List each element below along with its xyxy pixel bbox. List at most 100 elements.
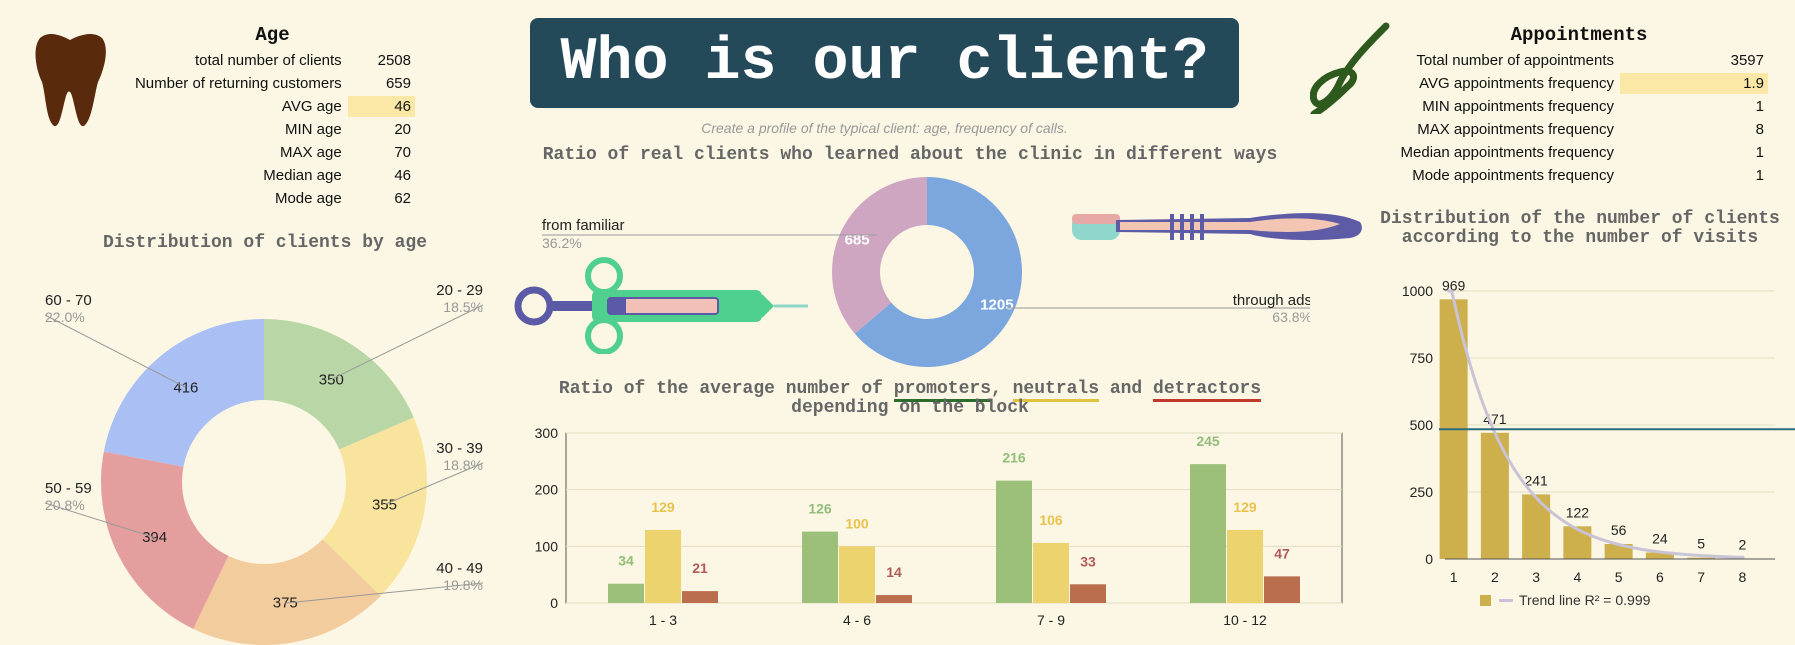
nps-bar: [1264, 576, 1300, 603]
age-stat-row: Number of returning customers 659: [130, 72, 415, 95]
appointment-stat-row: Median appointments frequency 1: [1390, 141, 1768, 164]
age-slice: [103, 319, 264, 467]
age-slice-value: 375: [273, 595, 298, 612]
age-stat-label: Mode age: [274, 190, 342, 207]
nps-bar: [802, 531, 838, 603]
appointment-stat-value: 1: [1755, 167, 1764, 184]
nps-bar: [1033, 542, 1069, 603]
appointment-stat-value: 3597: [1730, 52, 1764, 69]
visits-bar-label: 24: [1652, 531, 1668, 547]
age-stats: Age total number of clients 2508 Number of…: [130, 24, 415, 210]
nps-bar: [996, 480, 1032, 603]
source-slice-percent: 63.8%: [1272, 309, 1310, 325]
age-slice-value: 350: [319, 372, 344, 389]
floss-icon: [1310, 22, 1390, 114]
age-stat-label: Number of returning customers: [134, 75, 342, 92]
age-slice-label: 50 - 59: [45, 480, 92, 497]
visits-x-tick: 3: [1532, 569, 1540, 585]
appointment-stat-label: Mode appointments frequency: [1412, 167, 1614, 184]
nps-x-tick: 1 - 3: [649, 612, 677, 628]
age-slice-percent: 22.0%: [45, 309, 85, 325]
age-stats-title: Age: [255, 24, 290, 46]
source-slice-label: through ads: [1233, 292, 1310, 309]
appointment-stat-row: MIN appointments frequency 1: [1390, 95, 1768, 118]
visits-x-tick: 6: [1656, 569, 1664, 585]
page-title: Who is our client?: [530, 18, 1239, 108]
nps-title-part: depending on the block: [791, 398, 1029, 418]
age-leader-line: [331, 304, 484, 380]
age-slice: [322, 417, 427, 596]
age-slice-label: 20 - 29: [436, 282, 483, 299]
nps-bar: [1190, 464, 1226, 603]
visits-bar: [1522, 494, 1551, 559]
nps-bar: [876, 595, 912, 603]
visits-legend: Trend line R² = 0.999: [1480, 592, 1650, 608]
appointment-stat-value: 1: [1755, 144, 1764, 161]
source-slice-value: 685: [845, 232, 870, 249]
source-slice: [854, 177, 1022, 367]
legend-swatch-bars: [1480, 594, 1491, 606]
source-slice-value: 1205: [980, 296, 1013, 313]
nps-bar-label: 14: [886, 564, 902, 580]
visits-x-tick: 1: [1450, 569, 1458, 585]
visits-x-tick: 2: [1491, 569, 1499, 585]
age-slice-value: 355: [372, 496, 397, 513]
nps-x-tick: 7 - 9: [1037, 612, 1065, 628]
age-stat-value: 70: [394, 144, 411, 161]
age-slice-percent: 19.8%: [443, 577, 483, 593]
age-stat-row: AVG age 46: [130, 95, 415, 118]
appointment-stat-label: AVG appointments frequency: [1419, 75, 1614, 92]
nps-y-tick: 200: [535, 482, 559, 498]
age-slice-label: 40 - 49: [436, 560, 483, 577]
toothbrush-icon: [1072, 213, 1362, 241]
source-slice-label: from familiar: [542, 217, 625, 234]
source-slice: [832, 177, 927, 334]
nps-title-part: ,: [991, 379, 1013, 399]
nps-title-part: and: [1099, 379, 1154, 399]
appointment-stat-label: Total number of appointments: [1416, 52, 1614, 69]
age-slice: [100, 451, 229, 629]
visits-chart-title: Distribution of the number of clients ac…: [1380, 209, 1780, 248]
age-slice-percent: 20.8%: [45, 497, 85, 513]
visits-y-tick: 0: [1425, 551, 1433, 567]
age-leader-line: [44, 314, 186, 388]
age-stat-value: 46: [347, 96, 415, 117]
nps-title-keyword: detractors: [1153, 379, 1262, 402]
nps-bar-label: 106: [1039, 512, 1063, 528]
age-slice: [193, 539, 381, 645]
age-stat-value: 659: [385, 75, 411, 92]
nps-bar: [682, 591, 718, 603]
visits-bar-label: 241: [1524, 472, 1548, 488]
legend-swatch-trend: [1499, 598, 1513, 602]
nps-x-tick: 4 - 6: [843, 612, 871, 628]
nps-bar-label: 34: [618, 553, 634, 569]
age-stat-value: 62: [394, 190, 411, 207]
visits-bar-label: 122: [1566, 504, 1590, 520]
nps-bar-label: 126: [808, 501, 832, 517]
nps-bar: [645, 529, 681, 603]
visits-x-tick: 5: [1615, 569, 1623, 585]
nps-chart-title: Ratio of the average number of promoters…: [530, 379, 1290, 418]
age-stat-row: total number of clients 2508: [130, 49, 415, 72]
visits-bar: [1563, 526, 1592, 559]
age-slice-value: 416: [173, 380, 198, 397]
nps-title-part: Ratio of the average number of: [558, 379, 894, 399]
visits-y-tick: 1000: [1402, 283, 1433, 299]
page-subtitle: Create a profile of the typical client: …: [701, 120, 1068, 136]
age-stat-row: MIN age 20: [130, 118, 415, 141]
visits-trend-line: [1447, 289, 1745, 559]
appointment-stat-value: 1: [1755, 98, 1764, 115]
nps-bar-label: 129: [1233, 499, 1257, 515]
appointment-stat-row: AVG appointments frequency 1.9: [1390, 72, 1768, 95]
visits-x-tick: 7: [1697, 569, 1705, 585]
appointment-stat-label: MIN appointments frequency: [1422, 98, 1614, 115]
visits-bar-label: 2: [1738, 536, 1746, 552]
nps-bar: [1070, 584, 1106, 603]
appointment-stats-title: Appointments: [1510, 24, 1648, 46]
age-stat-label: Median age: [263, 167, 342, 184]
nps-x-tick: 10 - 12: [1223, 612, 1267, 628]
nps-title-keyword: promoters: [893, 379, 991, 402]
